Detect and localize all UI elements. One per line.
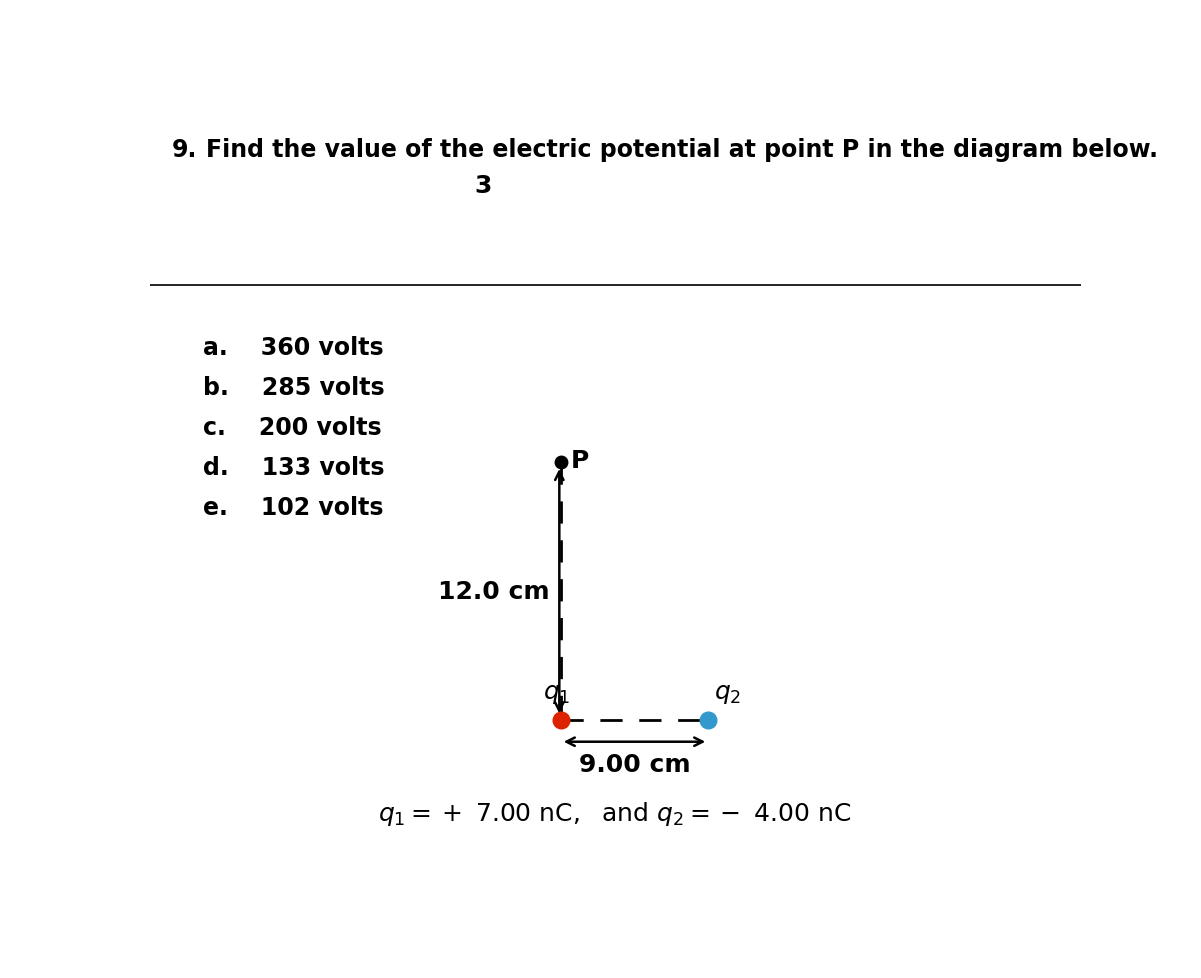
Text: e.    102 volts: e. 102 volts	[203, 496, 383, 519]
Text: a.    360 volts: a. 360 volts	[203, 335, 383, 359]
Text: 3: 3	[474, 174, 492, 199]
Text: b.    285 volts: b. 285 volts	[203, 376, 384, 399]
Text: c.    200 volts: c. 200 volts	[203, 416, 382, 439]
Text: 9.: 9.	[172, 138, 197, 162]
Text: $q_1 = +\ 7.00\ \mathrm{nC},\ \ \mathrm{and}\ q_2 = -\ 4.00\ \mathrm{nC}$: $q_1 = +\ 7.00\ \mathrm{nC},\ \ \mathrm{…	[378, 799, 852, 826]
Text: Find the value of the electric potential at point P in the diagram below.: Find the value of the electric potential…	[205, 138, 1158, 162]
Text: d.    133 volts: d. 133 volts	[203, 456, 384, 479]
Text: P: P	[570, 449, 590, 472]
Text: $q_2$: $q_2$	[715, 681, 741, 705]
Text: 12.0 cm: 12.0 cm	[438, 580, 550, 603]
Text: $q_1$: $q_1$	[543, 681, 570, 705]
Text: 9.00 cm: 9.00 cm	[579, 753, 691, 777]
